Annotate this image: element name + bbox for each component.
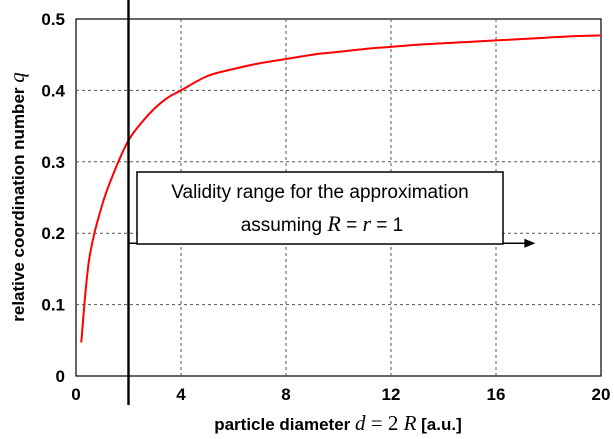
y-tick-label: 0.5 xyxy=(41,10,65,29)
x-axis-label: particle diameter d = 2 R [a.u.] xyxy=(214,411,462,435)
y-tick-label: 0.2 xyxy=(41,224,65,243)
y-axis-label: relative coordination number q xyxy=(5,72,29,322)
plot-area xyxy=(75,18,602,377)
annotation-line1: Validity range for the approximation xyxy=(171,182,468,203)
y-tick-label: 0.1 xyxy=(41,296,65,315)
annotation-box xyxy=(136,171,504,245)
tick-labels: 0 4 8 12 16 20 0 0.1 0.2 0.3 0.4 0.5 xyxy=(41,10,610,404)
y-tick-label: 0.4 xyxy=(41,81,65,100)
annotation-line2: assuming R = r = 1 xyxy=(241,211,404,236)
x-tick-label: 12 xyxy=(382,385,401,404)
x-tick-label: 0 xyxy=(71,385,80,404)
y-tick-label: 0.3 xyxy=(41,153,65,172)
x-tick-label: 4 xyxy=(176,385,186,404)
validity-arrow-head xyxy=(524,238,536,248)
x-tick-label: 20 xyxy=(592,385,611,404)
y-tick-label: 0 xyxy=(56,367,65,386)
x-tick-label: 8 xyxy=(281,385,290,404)
x-tick-label: 16 xyxy=(487,385,506,404)
